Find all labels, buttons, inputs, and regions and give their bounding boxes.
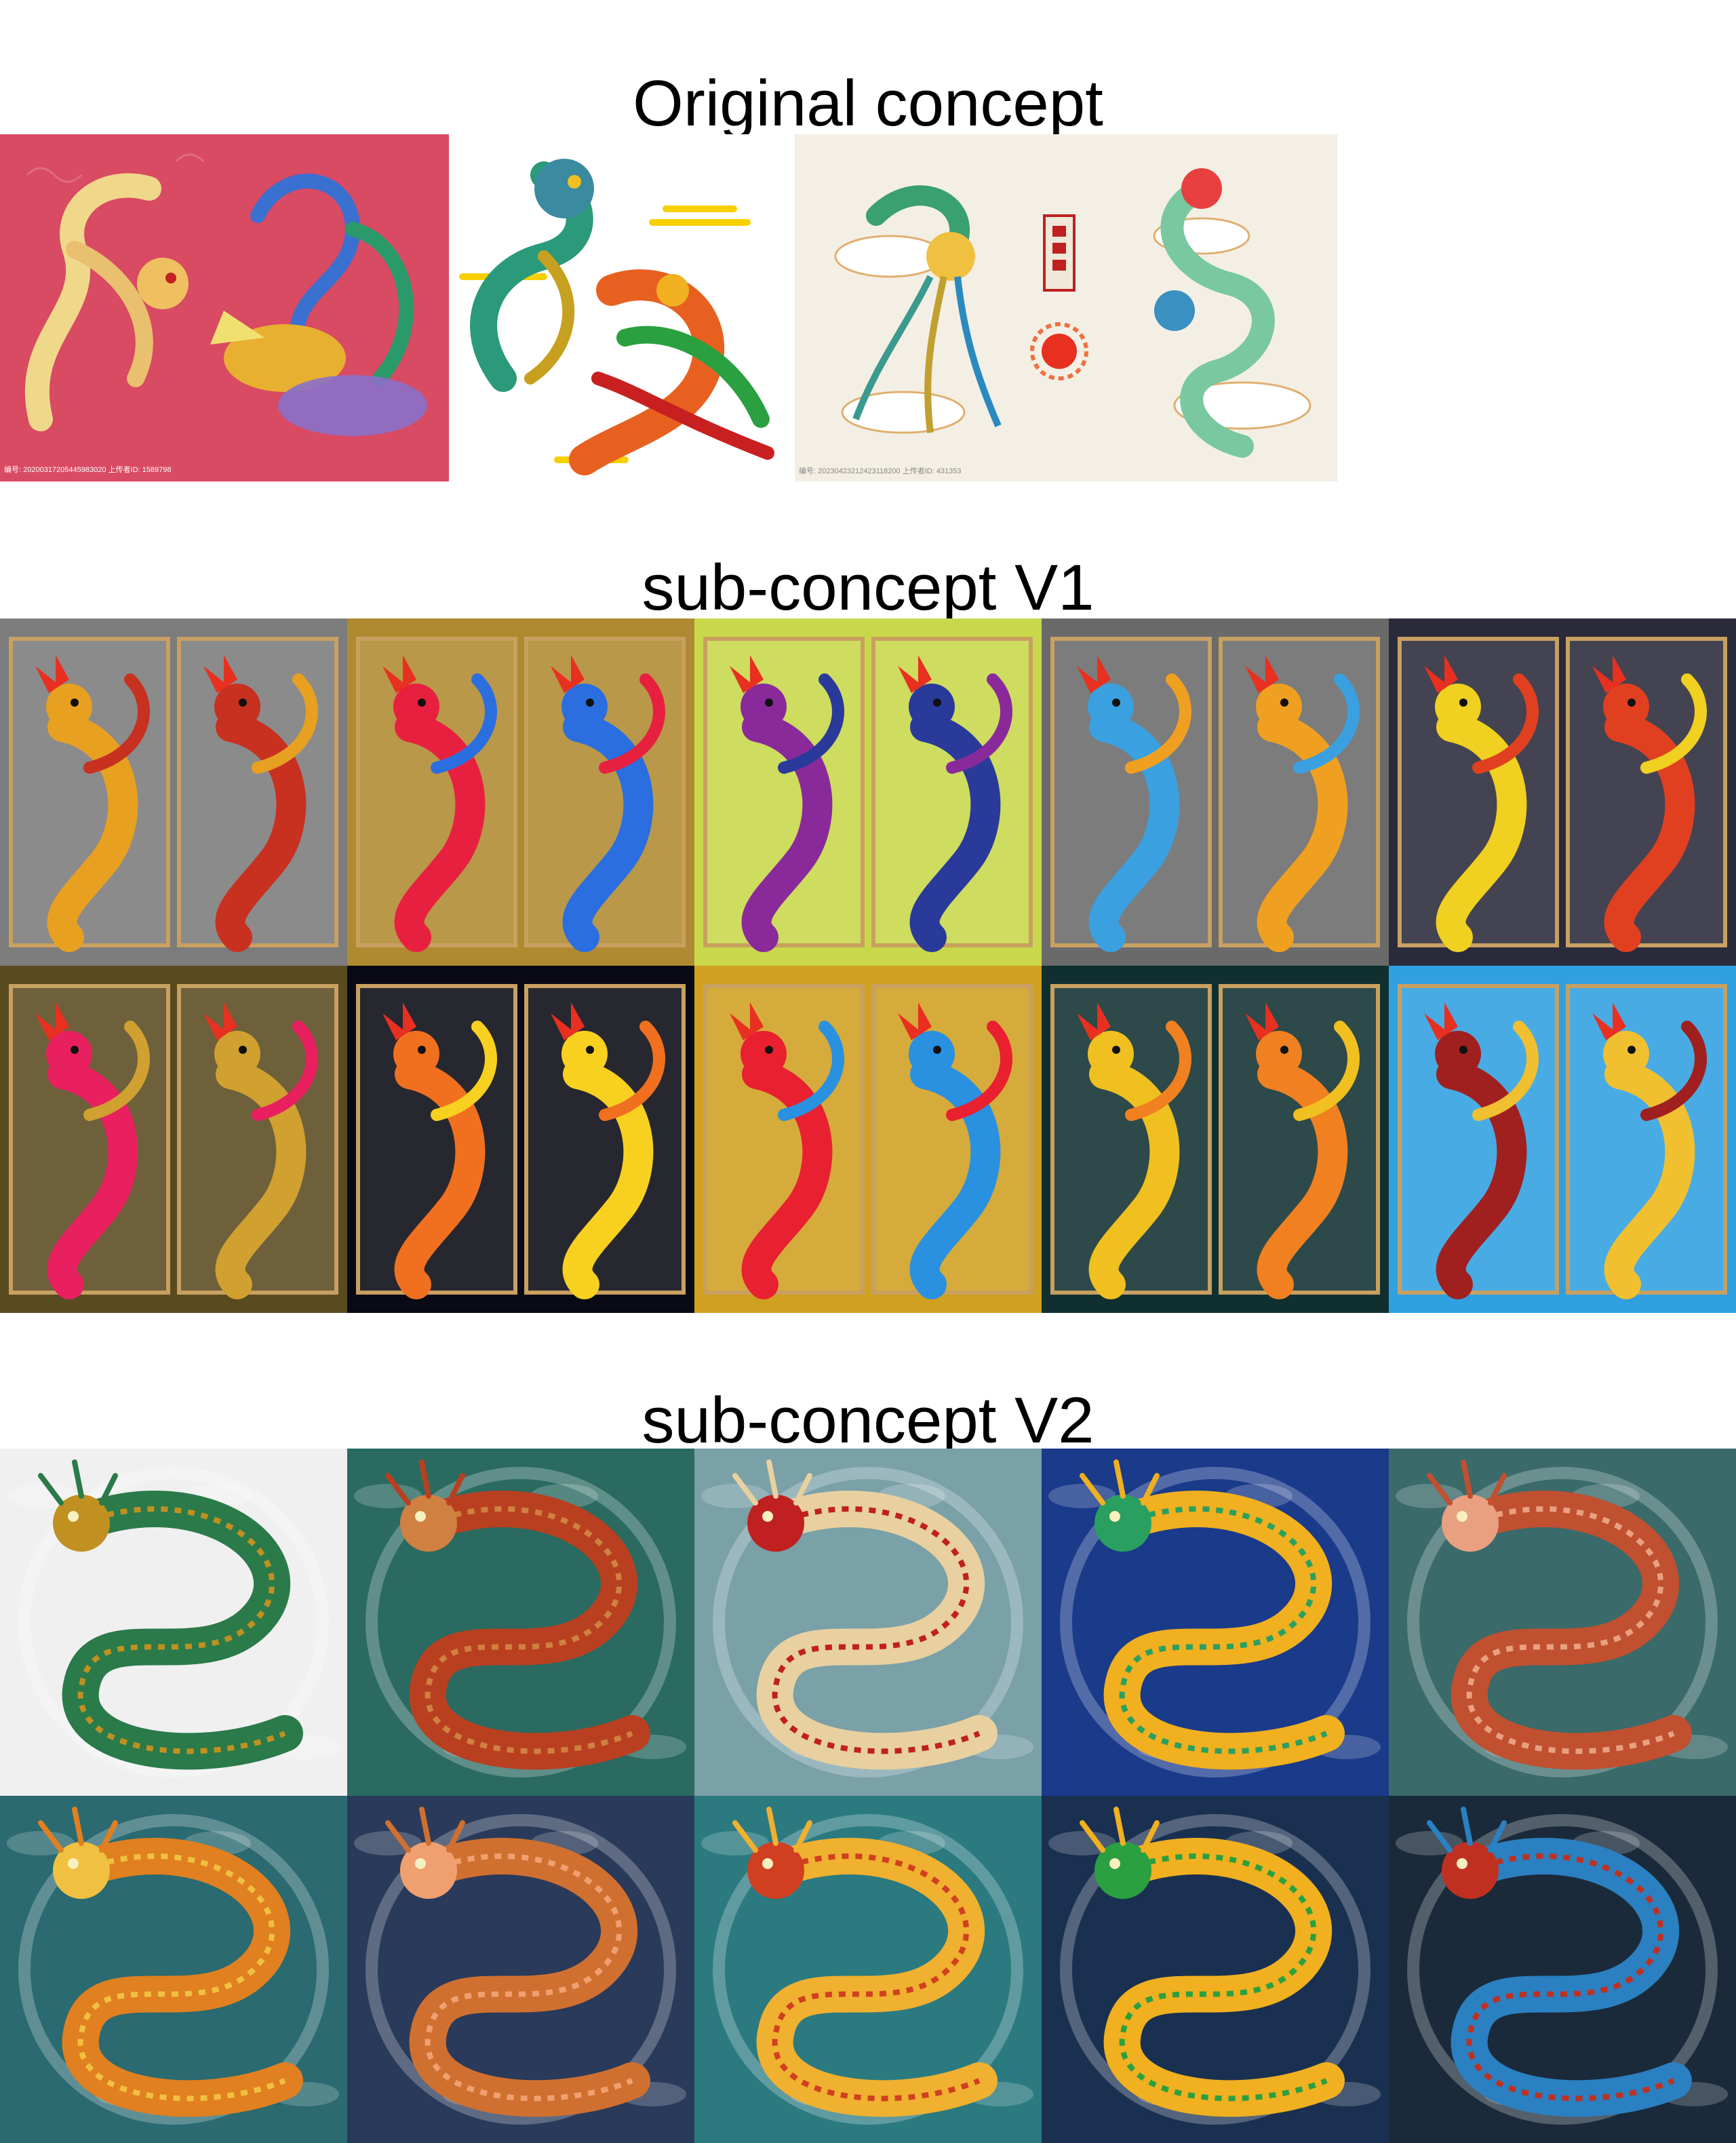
original-image-caption: 编号: 20230423212423118200 上传者ID: 431353 — [799, 466, 962, 475]
v1-phoenix-image — [694, 966, 1042, 1313]
v2-dragon-image — [1389, 1796, 1736, 2143]
heading-original-concept: Original concept — [633, 67, 1103, 140]
sub-concept-v2-grid — [0, 1449, 1736, 2143]
original-image-caption: 编号: 20200317205445983020 上传者ID: 1589798 — [4, 465, 171, 474]
v1-phoenix-image — [1389, 618, 1736, 966]
v2-dragon-image — [1042, 1796, 1389, 2143]
v1-phoenix-image — [0, 966, 347, 1313]
v1-phoenix-image — [347, 618, 694, 966]
v1-phoenix-image — [694, 618, 1042, 966]
heading-sub-concept-v1: sub-concept V1 — [642, 551, 1094, 624]
original-image-phoenix-dragon-cream: 编号: 20230423212423118200 上传者ID: 431353 — [795, 134, 1337, 481]
original-image-dragon-phoenix-red: 编号: 20200317205445983020 上传者ID: 1589798 — [0, 134, 449, 481]
heading-sub-concept-v2: sub-concept V2 — [642, 1384, 1094, 1457]
original-image-dragon-phoenix-white — [449, 134, 793, 481]
v2-dragon-image — [1389, 1449, 1736, 1796]
v2-dragon-image — [694, 1449, 1042, 1796]
v2-dragon-image — [694, 1796, 1042, 2143]
v2-dragon-image — [0, 1796, 347, 2143]
v1-phoenix-image — [0, 618, 347, 966]
sub-concept-v1-grid — [0, 618, 1736, 1313]
v2-dragon-image — [347, 1449, 694, 1796]
v2-dragon-image — [0, 1449, 347, 1796]
v1-phoenix-image — [1042, 618, 1389, 966]
v1-phoenix-image — [347, 966, 694, 1313]
v2-dragon-image — [347, 1796, 694, 2143]
v2-dragon-image — [1042, 1449, 1389, 1796]
v1-phoenix-image — [1389, 966, 1736, 1313]
v1-phoenix-image — [1042, 966, 1389, 1313]
